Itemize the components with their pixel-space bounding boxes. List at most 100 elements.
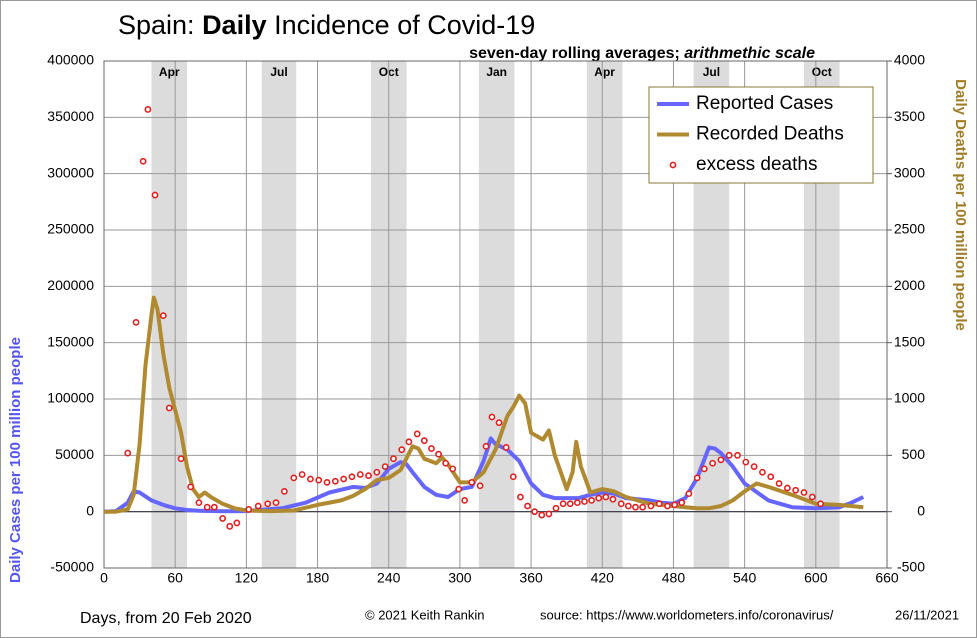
title-part: Incidence of Covid-19 xyxy=(267,10,536,40)
scatter-point xyxy=(664,502,671,510)
scatter-point xyxy=(280,487,288,495)
title-part: Daily xyxy=(202,10,267,40)
quarter-band xyxy=(478,61,515,568)
y-tick-label: 50000 xyxy=(55,446,94,462)
scatter-point xyxy=(219,515,227,522)
y-tick-label: -50000 xyxy=(50,559,94,575)
scatter-point xyxy=(390,455,397,463)
scatter-point xyxy=(461,496,469,504)
scatter-point xyxy=(331,477,339,485)
scatter-point xyxy=(709,459,717,467)
y-tick-label: 150000 xyxy=(47,333,94,349)
scatter-point xyxy=(159,312,167,320)
scatter-point xyxy=(609,495,617,503)
scatter-point xyxy=(717,456,725,464)
scatter-point xyxy=(413,430,421,438)
quarter-band xyxy=(586,61,623,568)
x-axis-label: Days, from 20 Feb 2020 xyxy=(80,610,252,627)
scatter-point xyxy=(124,449,132,457)
scatter-point xyxy=(725,451,733,459)
scatter-point xyxy=(800,489,808,496)
scatter-point xyxy=(132,318,140,326)
y2-tick-label: 0 xyxy=(917,502,925,518)
subtitle-part: seven-day rolling averages; xyxy=(469,45,684,62)
scatter-point xyxy=(573,499,581,507)
scatter-point xyxy=(531,508,539,516)
legend-label: excess deaths xyxy=(696,154,817,175)
y2-tick-label: 4000 xyxy=(894,52,925,68)
scatter-point xyxy=(187,483,195,491)
scatter-point xyxy=(617,500,625,508)
x-tick-label: 60 xyxy=(167,570,183,586)
x-tick-label: 360 xyxy=(519,570,543,586)
scatter-point xyxy=(767,473,775,481)
y2-tick-label: 3500 xyxy=(894,108,925,124)
scatter-point xyxy=(449,465,457,473)
scatter-point xyxy=(203,503,211,511)
scatter-point xyxy=(524,502,531,510)
scatter-point xyxy=(538,511,546,519)
y-tick-label: 400000 xyxy=(47,52,94,68)
x-tick-label: 120 xyxy=(235,570,259,586)
scatter-point xyxy=(298,471,306,478)
scatter-point xyxy=(545,510,553,518)
scatter-point xyxy=(552,504,560,512)
scatter-point xyxy=(671,501,679,509)
scatter-point xyxy=(476,482,484,490)
scatter-point xyxy=(151,191,159,199)
scatter-point xyxy=(455,485,463,493)
scatter-point xyxy=(602,493,610,501)
y2-axis-label: Daily Deaths per 100 million people xyxy=(952,79,969,331)
legend-swatch xyxy=(669,161,677,169)
scatter-point xyxy=(742,458,750,466)
y2-tick-label: 1500 xyxy=(894,333,925,349)
scatter-point xyxy=(502,444,510,451)
x-tick-label: 540 xyxy=(733,570,757,586)
y-tick-label: 200000 xyxy=(47,277,94,293)
title-part: Spain: xyxy=(118,10,202,40)
scatter-point xyxy=(783,484,791,492)
band-label: Jul xyxy=(703,65,720,79)
scatter-point xyxy=(468,478,476,486)
y-axis-label: Daily Cases per 100 million people xyxy=(7,337,24,583)
scatter-point xyxy=(693,474,701,482)
scatter-point xyxy=(272,499,280,507)
scatter-point xyxy=(435,450,442,458)
subtitle: seven-day rolling averages; arithmethic … xyxy=(469,45,815,62)
footer-date: 26/11/2021 xyxy=(895,607,959,622)
subtitle-part: arithmethic scale xyxy=(684,45,815,62)
scatter-point xyxy=(750,463,758,470)
scatter-point xyxy=(381,463,389,470)
scatter-point xyxy=(566,500,574,508)
x-tick-label: 240 xyxy=(377,570,401,586)
scatter-point xyxy=(144,106,152,113)
scatter-point xyxy=(233,519,241,527)
y2-tick-label: 2000 xyxy=(894,277,925,293)
scatter-point xyxy=(700,465,708,473)
scatter-point xyxy=(195,499,203,507)
scatter-point xyxy=(559,500,567,508)
scatter-point xyxy=(139,157,147,165)
scatter-point xyxy=(340,475,348,483)
y2-tick-label: 500 xyxy=(902,446,926,462)
y-tick-label: 250000 xyxy=(47,221,94,237)
scatter-point xyxy=(442,459,450,467)
scatter-point xyxy=(488,413,496,421)
scatter-point xyxy=(678,499,686,507)
scatter-point xyxy=(734,451,741,459)
scatter-point xyxy=(509,473,517,481)
scatter-point xyxy=(647,502,655,510)
band-label: Jul xyxy=(270,65,287,79)
scatter-point xyxy=(588,496,595,504)
scatter-point xyxy=(348,473,356,481)
band-label: Jan xyxy=(486,65,507,79)
legend-label: Recorded Deaths xyxy=(696,124,844,145)
scatter-point xyxy=(405,438,413,446)
y2-tick-label: -500 xyxy=(897,559,925,575)
plot-border xyxy=(103,60,888,569)
scatter-point xyxy=(482,442,490,450)
scatter-point xyxy=(315,476,323,484)
scatter-point xyxy=(495,419,503,427)
band-label: Apr xyxy=(594,65,615,79)
